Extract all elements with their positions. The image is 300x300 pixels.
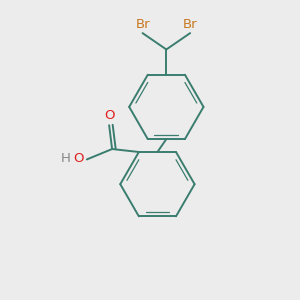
Text: O: O bbox=[73, 152, 84, 165]
Text: O: O bbox=[104, 109, 114, 122]
Text: Br: Br bbox=[183, 18, 197, 31]
Text: H: H bbox=[61, 152, 71, 165]
Text: Br: Br bbox=[135, 18, 150, 31]
